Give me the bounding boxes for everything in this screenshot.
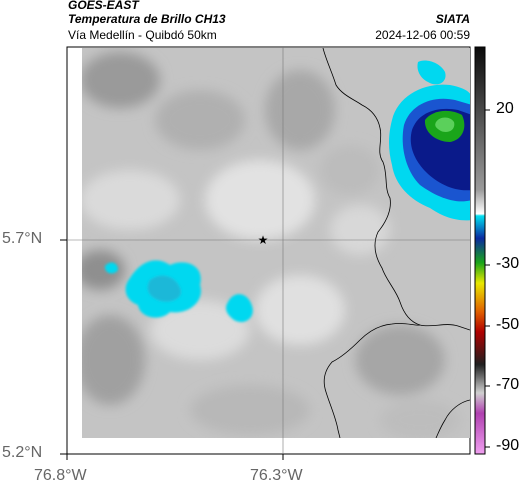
colorbar-label-minus70: -70 bbox=[496, 376, 520, 393]
colorbar-label-minus50: -50 bbox=[496, 316, 520, 333]
colorbar-label-minus90: -90 bbox=[496, 437, 520, 454]
product-title: Temperatura de Brillo CH13 bbox=[68, 12, 226, 26]
colorbar-label-minus30: -30 bbox=[496, 255, 520, 272]
temperature-field bbox=[82, 48, 470, 438]
border-lines bbox=[322, 48, 470, 438]
colorbar bbox=[474, 46, 486, 455]
lon-tick-76-8: 76.8°W bbox=[34, 467, 87, 484]
organization-label: SIATA bbox=[435, 12, 470, 26]
colorbar-ticks bbox=[485, 109, 490, 448]
lat-tick-5-2: 5.2°N bbox=[2, 444, 43, 461]
lat-tick-5-7: 5.7°N bbox=[2, 230, 43, 247]
satellite-title: GOES-EAST bbox=[68, 0, 139, 12]
convective-core-east bbox=[389, 60, 470, 221]
colorbar-label-20: 20 bbox=[496, 100, 514, 117]
cold-cloud-west bbox=[104, 260, 253, 323]
region-subtitle: Vía Medellín - Quibdó 50km bbox=[68, 28, 217, 42]
timestamp-label: 2024-12-06 00:59 bbox=[375, 28, 470, 42]
location-star-icon: ★ bbox=[258, 233, 269, 247]
lon-tick-76-3: 76.3°W bbox=[250, 467, 303, 484]
